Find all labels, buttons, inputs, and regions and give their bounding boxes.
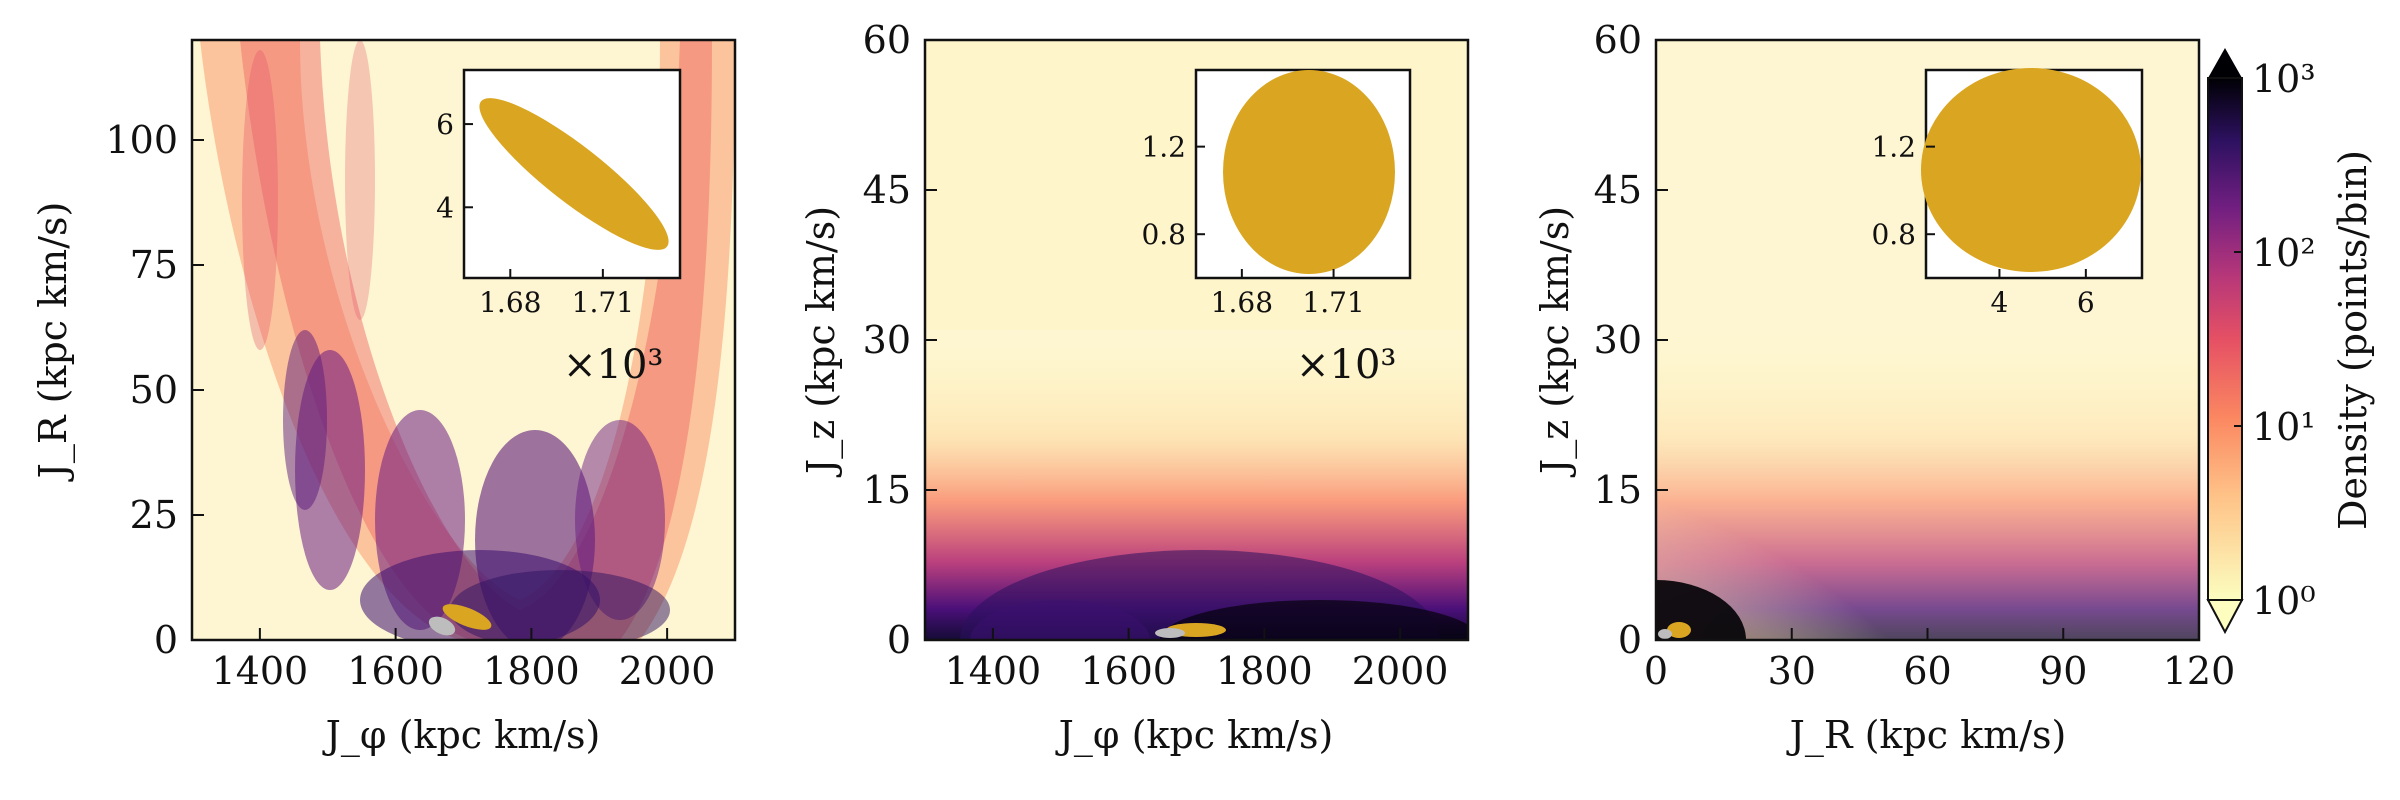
x-tick-label: 0 bbox=[1644, 649, 1668, 693]
x-tick-label: 120 bbox=[2163, 649, 2236, 693]
panel-3-x-label: J_R (kpc km/s) bbox=[1786, 713, 2067, 758]
panel-1-x-ticks: 1400 1600 1800 2000 bbox=[212, 628, 716, 693]
y-tick-label: 0 bbox=[887, 618, 911, 662]
panel-2-inset-x-ticks: 1.68 1.71 bbox=[1211, 269, 1365, 319]
x-tick-label: 1600 bbox=[347, 649, 444, 693]
y-tick-label: 45 bbox=[1594, 168, 1642, 212]
y-tick-label: 30 bbox=[863, 318, 911, 362]
inset-y-tick-label: 4 bbox=[436, 191, 454, 224]
panel-2-x-ticks: 1400 1600 1800 2000 bbox=[945, 628, 1449, 693]
colorbar-top-triangle bbox=[2208, 48, 2242, 78]
y-tick-label: 25 bbox=[130, 493, 178, 537]
y-tick-label: 45 bbox=[863, 168, 911, 212]
panel-3-grey-cluster bbox=[1658, 629, 1672, 639]
panel-1-y-ticks: 0 25 50 75 100 bbox=[105, 118, 204, 662]
panel-3-inset-cloud bbox=[1921, 68, 2141, 272]
panel-2-inset-y-ticks: 0.8 1.2 bbox=[1141, 131, 1205, 251]
panel-3-density bbox=[1656, 330, 2199, 640]
x-tick-label: 1400 bbox=[212, 649, 309, 693]
x-tick-label: 90 bbox=[2039, 649, 2087, 693]
panel-2-inset-cloud bbox=[1223, 70, 1395, 274]
x-tick-label: 1800 bbox=[483, 649, 580, 693]
panel-2-x-label: J_φ (kpc km/s) bbox=[1055, 713, 1334, 758]
panel-2-inset: 1.68 1.71 0.8 1.2 ×10³ bbox=[1141, 68, 1412, 388]
panel-2-y-label: J_z (kpc km/s) bbox=[799, 206, 844, 478]
inset-x-tick-label: 1.68 bbox=[1211, 286, 1273, 319]
inset-x-tick-label: 6 bbox=[2077, 286, 2095, 319]
colorbar: 10⁰ 10¹ 10² 10³ Density (points/bin) bbox=[2206, 48, 2375, 635]
panel-3-inset-y-ticks: 0.8 1.2 bbox=[1871, 131, 1935, 251]
inset-y-tick-label: 0.8 bbox=[1141, 218, 1186, 251]
colorbar-tick-label: 10¹ bbox=[2252, 405, 2316, 449]
panel-1-inset-multiplier: ×10³ bbox=[563, 342, 663, 388]
y-tick-label: 30 bbox=[1594, 318, 1642, 362]
inset-x-tick-label: 4 bbox=[1991, 286, 2009, 319]
panel-1-x-label: J_φ (kpc km/s) bbox=[322, 713, 601, 758]
panel-2-grey-cluster bbox=[1155, 628, 1185, 638]
panel-2-y-ticks: 0 15 30 45 60 bbox=[863, 18, 937, 662]
y-tick-label: 0 bbox=[1618, 618, 1642, 662]
panel-1-grey-cluster bbox=[428, 616, 456, 636]
panel-3-gold-cluster bbox=[1667, 622, 1691, 638]
panel-2-inset-multiplier: ×10³ bbox=[1296, 342, 1396, 388]
y-tick-label: 60 bbox=[1594, 18, 1642, 62]
panel-1-inset-cloud bbox=[479, 98, 669, 250]
panel-1-y-label: J_R (kpc km/s) bbox=[31, 202, 76, 483]
panel-3-y-label: J_z (kpc km/s) bbox=[1533, 206, 1578, 478]
panel-1-inset: 1.68 1.71 46 ×10³ bbox=[436, 68, 682, 388]
x-tick-label: 1800 bbox=[1216, 649, 1313, 693]
x-tick-label: 2000 bbox=[1352, 649, 1449, 693]
panel-1-inset-y-ticks: 46 bbox=[436, 108, 473, 224]
inset-x-tick-label: 1.71 bbox=[572, 286, 634, 319]
y-tick-label: 100 bbox=[105, 118, 178, 162]
y-tick-label: 60 bbox=[863, 18, 911, 62]
inset-y-tick-label: 6 bbox=[436, 108, 454, 141]
inset-x-tick-label: 1.71 bbox=[1302, 286, 1364, 319]
colorbar-bottom-triangle bbox=[2206, 599, 2244, 635]
colorbar-tick-label: 10³ bbox=[2252, 57, 2316, 101]
y-tick-label: 0 bbox=[154, 618, 178, 662]
y-tick-label: 50 bbox=[130, 368, 178, 412]
inset-y-tick-label: 1.2 bbox=[1141, 131, 1186, 164]
x-tick-label: 60 bbox=[1903, 649, 1951, 693]
x-tick-label: 1400 bbox=[945, 649, 1042, 693]
y-tick-label: 75 bbox=[130, 243, 178, 287]
colorbar-ticks: 10⁰ 10¹ 10² 10³ bbox=[2234, 57, 2316, 623]
y-tick-label: 15 bbox=[863, 468, 911, 512]
y-tick-label: 15 bbox=[1594, 468, 1642, 512]
panel-1-density bbox=[200, 40, 735, 640]
inset-y-tick-label: 1.2 bbox=[1871, 131, 1916, 164]
panel-3-x-ticks: 0 30 60 90 120 bbox=[1644, 628, 2235, 693]
panel-1-inset-x-ticks: 1.68 1.71 bbox=[479, 269, 634, 319]
x-tick-label: 1600 bbox=[1080, 649, 1177, 693]
x-tick-label: 30 bbox=[1768, 649, 1816, 693]
colorbar-tick-label: 10⁰ bbox=[2252, 579, 2316, 623]
inset-y-tick-label: 0.8 bbox=[1871, 218, 1916, 251]
colorbar-label: Density (points/bin) bbox=[2331, 150, 2375, 530]
colorbar-gradient bbox=[2207, 77, 2243, 601]
inset-x-tick-label: 1.68 bbox=[479, 286, 541, 319]
panel-3-y-ticks: 0 15 30 45 60 bbox=[1594, 18, 1668, 662]
colorbar-tick-label: 10² bbox=[2252, 231, 2316, 275]
x-tick-label: 2000 bbox=[619, 649, 716, 693]
panel-1-frame bbox=[190, 38, 737, 642]
panel-1-gold-cluster bbox=[442, 604, 492, 630]
